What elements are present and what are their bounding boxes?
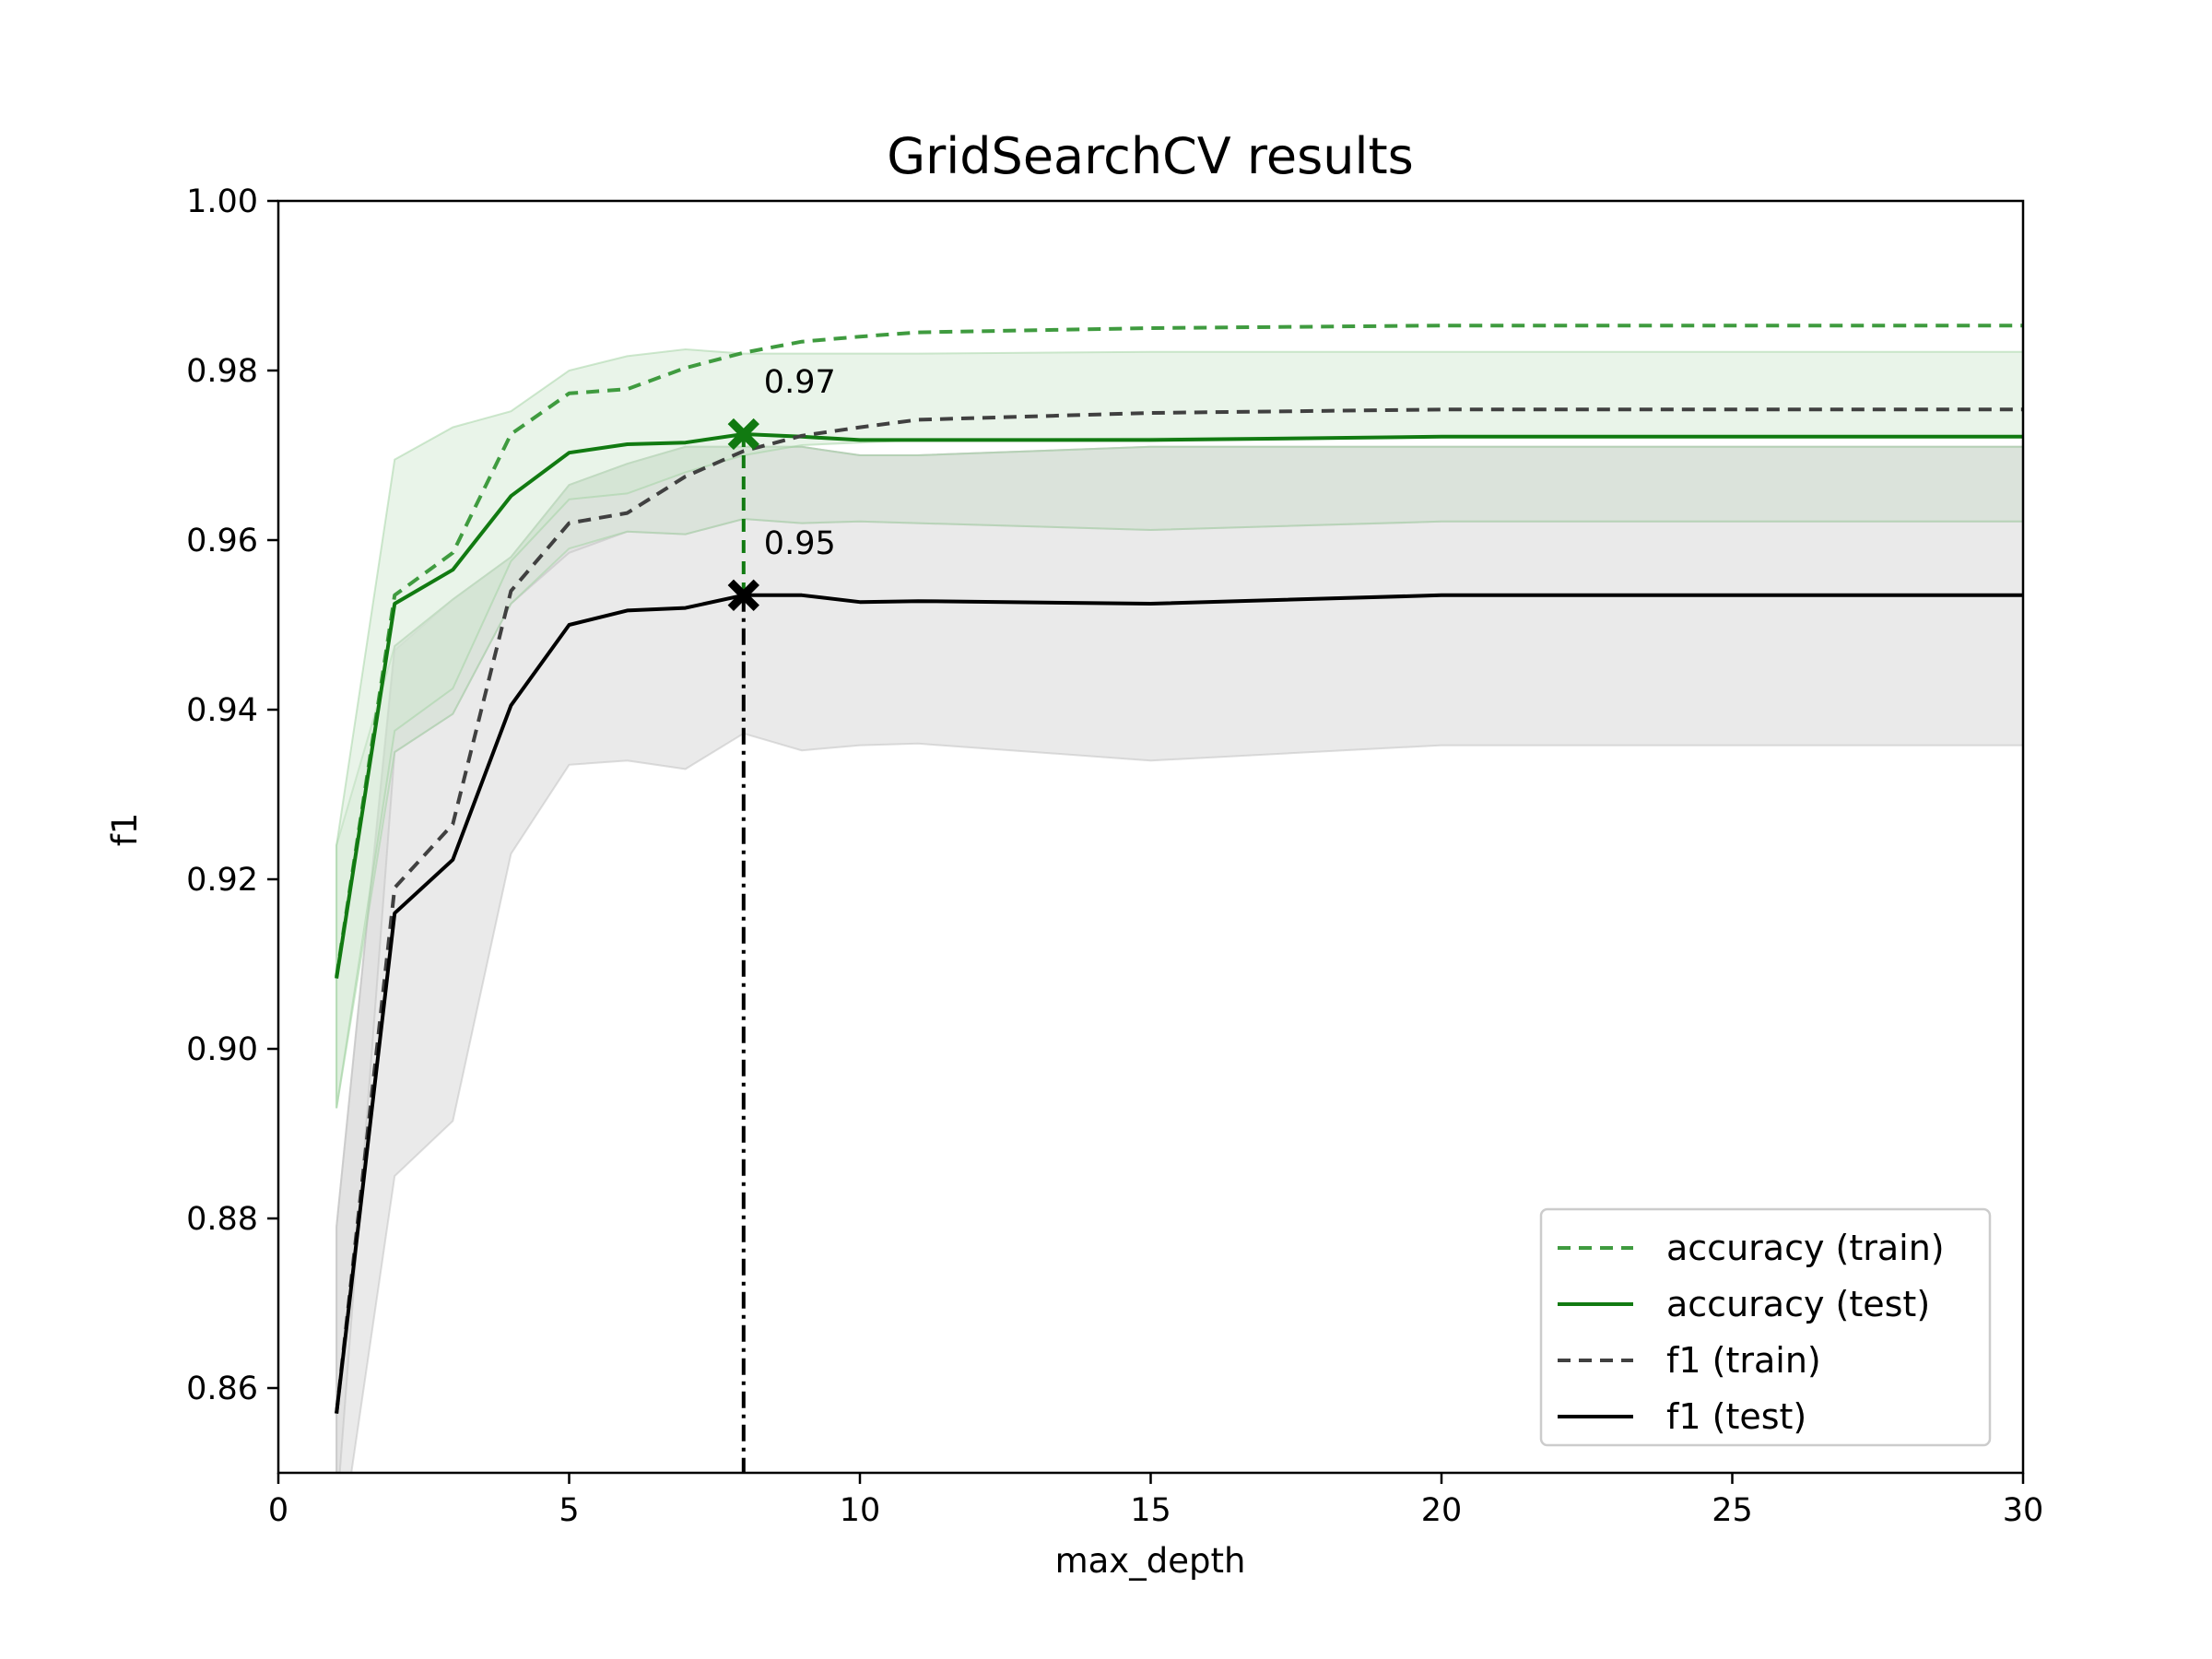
legend-label: accuracy (test) [1666, 1284, 1930, 1324]
legend-label: f1 (train) [1666, 1340, 1821, 1381]
series-line-accuracy-test [335, 432, 2023, 979]
y-tick-label: 0.96 [186, 523, 258, 559]
best-value-label-f1: 0.95 [764, 525, 836, 562]
x-tick-label: 0 [268, 1492, 288, 1529]
best-marker-f1 [727, 579, 759, 611]
best-marker-accuracy [727, 418, 759, 451]
y-tick-label: 1.00 [186, 183, 258, 220]
plot-area [335, 324, 2023, 1473]
x-axis-label: max_depth [1055, 1541, 1246, 1581]
legend: accuracy (train) accuracy (test) f1 (train… [1539, 1207, 1992, 1447]
x-tick-label: 30 [2003, 1492, 2044, 1529]
y-tick-label: 0.94 [186, 692, 258, 729]
y-tick-label: 0.86 [186, 1371, 258, 1407]
y-tick-label: 0.98 [186, 353, 258, 390]
legend-label: f1 (test) [1666, 1396, 1806, 1437]
x-tick-label: 20 [1421, 1492, 1463, 1529]
legend-item-f1-train: f1 (train) [1558, 1340, 1821, 1381]
legend-item-f1-test: f1 (test) [1558, 1396, 1806, 1437]
y-tick-label: 0.92 [186, 862, 258, 899]
series-line-f1-test [335, 593, 2023, 1414]
series-line-accuracy-train [335, 324, 2023, 978]
chart-title: GridSearchCV results [887, 127, 1414, 185]
legend-label: accuracy (train) [1666, 1228, 1945, 1268]
best-value-label-accuracy: 0.97 [764, 364, 836, 401]
series-line-f1-train [335, 407, 2023, 1414]
x-tick-label: 5 [559, 1492, 579, 1529]
x-tick-label: 25 [1712, 1492, 1753, 1529]
band-accuracy-test- [335, 445, 2023, 1109]
y-tick-label: 0.90 [186, 1031, 258, 1068]
y-tick-label: 0.88 [186, 1201, 258, 1238]
y-axis-label: f1 [105, 813, 145, 847]
band-accuracy-train- [335, 347, 2023, 1109]
x-tick-label: 10 [840, 1492, 881, 1529]
x-tick-label: 15 [1130, 1492, 1171, 1529]
legend-item-accuracy-test: accuracy (test) [1558, 1284, 1930, 1324]
legend-item-accuracy-train: accuracy (train) [1558, 1228, 1945, 1268]
